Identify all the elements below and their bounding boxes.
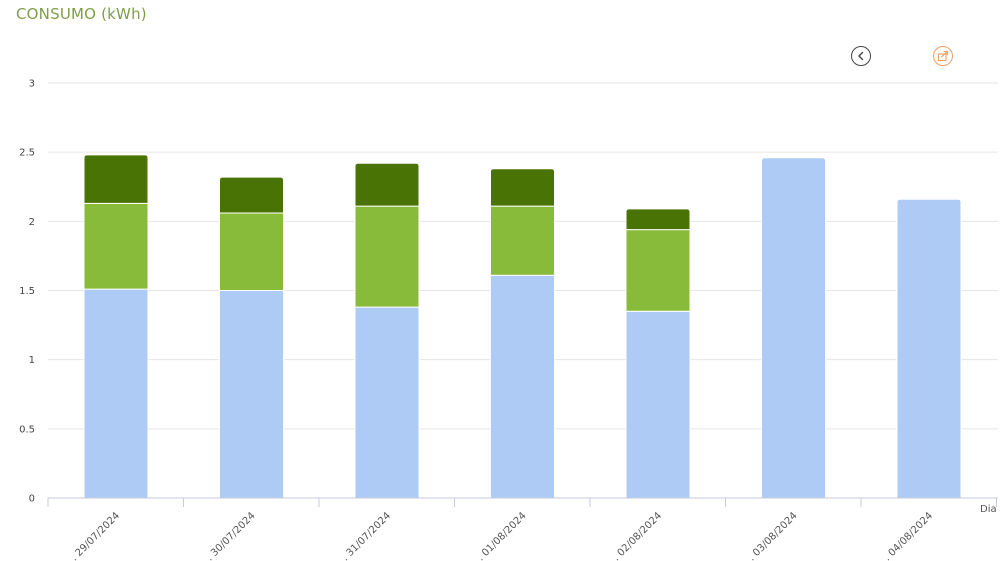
bar-segment-shape[interactable] (219, 290, 284, 499)
bar-segment-shape[interactable] (219, 212, 284, 292)
bar-segment[interactable] (896, 198, 962, 499)
y-tick-label: 3 (29, 79, 35, 90)
bar-segment[interactable] (83, 288, 149, 499)
bar-segment[interactable] (490, 205, 555, 276)
bar-segment[interactable] (490, 168, 555, 207)
x-axis-title: Dia (980, 504, 997, 515)
x-tick-label: ... 01/08/2024 (471, 510, 529, 561)
bar-segment[interactable] (219, 290, 284, 499)
x-tick-label: ... 02/08/2024 (607, 510, 665, 561)
bar-segment-shape[interactable] (83, 288, 149, 499)
bar-segment[interactable] (625, 208, 691, 231)
bar-segment[interactable] (219, 212, 284, 292)
bar-segment[interactable] (490, 274, 555, 499)
bar-segment[interactable] (761, 157, 826, 499)
share-icon (937, 50, 948, 62)
bar-segment[interactable] (354, 162, 420, 207)
bar-segment-shape[interactable] (490, 274, 555, 499)
bar-segment-shape[interactable] (83, 154, 149, 204)
bar-segment-shape[interactable] (83, 202, 149, 290)
bar-segment-shape[interactable] (625, 229, 691, 312)
share-button[interactable] (933, 46, 953, 66)
y-tick-label: 0 (29, 494, 35, 505)
bar-segment[interactable] (625, 229, 691, 312)
bar-segment-shape[interactable] (354, 205, 420, 308)
bar-segment[interactable] (625, 310, 691, 499)
bar-segment[interactable] (83, 154, 149, 204)
bar-segment-shape[interactable] (219, 176, 284, 214)
x-tick-label: ... 31/07/2024 (336, 510, 394, 561)
x-tick-label: ... 03/08/2024 (742, 510, 800, 561)
x-tick-label: ... 29/07/2024 (65, 510, 123, 561)
bar-segment-shape[interactable] (625, 310, 691, 499)
bar-segment-shape[interactable] (354, 162, 420, 207)
chart-title: CONSUMO (kWh) (16, 5, 147, 23)
y-tick-label: 1 (29, 355, 35, 366)
x-tick-label: ... 04/08/2024 (878, 510, 936, 561)
y-tick-label: 1.5 (19, 286, 35, 297)
bar-segment-shape[interactable] (354, 306, 420, 499)
bar-segment-shape[interactable] (490, 205, 555, 276)
bar-segment-shape[interactable] (625, 208, 691, 231)
chevron-left-icon (858, 51, 864, 61)
y-tick-label: 0.5 (19, 424, 35, 435)
bar-segment[interactable] (354, 306, 420, 499)
bar-segment-shape[interactable] (761, 157, 826, 499)
bar-segment-shape[interactable] (896, 198, 962, 499)
bar-segment[interactable] (354, 205, 420, 308)
y-tick-label: 2.5 (19, 148, 35, 159)
bar-segment[interactable] (83, 202, 149, 290)
bar-segment[interactable] (219, 176, 284, 214)
x-tick-label: ... 30/07/2024 (200, 510, 258, 561)
bar-segment-shape[interactable] (490, 168, 555, 207)
back-button[interactable] (851, 46, 871, 66)
y-tick-label: 2 (29, 217, 35, 228)
